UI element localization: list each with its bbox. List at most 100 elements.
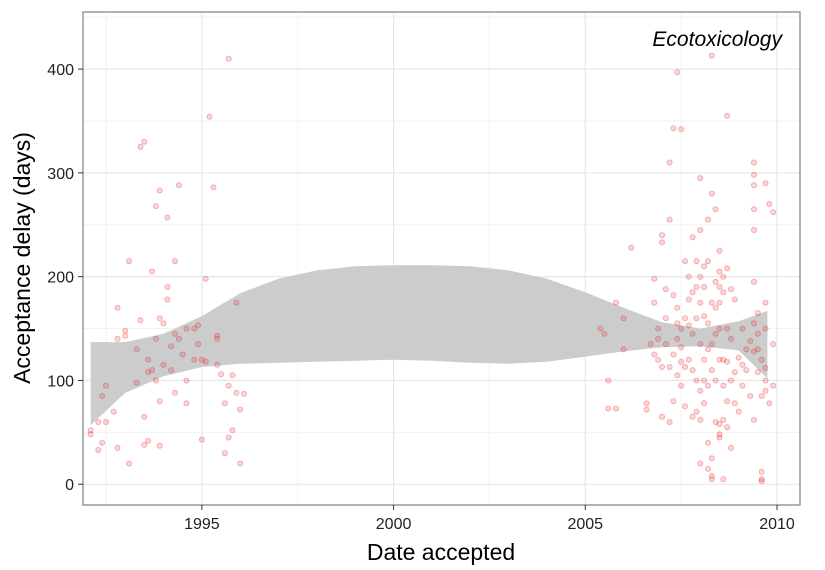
data-point <box>651 299 658 306</box>
data-point <box>762 325 769 332</box>
y-tick-label: 300 <box>47 166 74 183</box>
data-point <box>693 315 700 322</box>
data-point <box>751 226 758 233</box>
data-point <box>137 143 144 150</box>
data-point <box>229 427 236 434</box>
data-point <box>728 335 735 342</box>
data-point <box>678 344 685 351</box>
data-point <box>697 273 704 280</box>
data-point <box>751 206 758 213</box>
data-point <box>160 320 167 327</box>
data-point <box>716 283 723 290</box>
data-point <box>666 363 673 370</box>
data-point <box>171 258 178 265</box>
data-point <box>666 216 673 223</box>
data-point <box>141 413 148 420</box>
data-point <box>202 275 209 282</box>
data-point <box>716 325 723 332</box>
data-point <box>693 283 700 290</box>
data-point <box>712 278 719 285</box>
data-point <box>762 299 769 306</box>
data-point <box>597 325 604 332</box>
y-tick-label: 0 <box>65 477 74 494</box>
data-point <box>194 322 201 329</box>
data-point <box>164 214 171 221</box>
data-point <box>716 434 723 441</box>
data-point <box>674 304 681 311</box>
data-point <box>210 184 217 191</box>
data-point <box>233 299 240 306</box>
data-point <box>628 244 635 251</box>
data-point <box>735 408 742 415</box>
y-axis-ticks: 0 100 200 300 400 <box>47 62 83 494</box>
data-point <box>99 439 106 446</box>
data-point <box>217 371 224 378</box>
data-point <box>605 405 612 412</box>
data-point <box>720 476 727 483</box>
data-point <box>682 315 689 322</box>
data-point <box>762 364 769 371</box>
data-point <box>670 125 677 132</box>
data-point <box>705 439 712 446</box>
data-point <box>708 52 715 59</box>
chart-annotation: Ecotoxicology <box>652 28 783 51</box>
data-point <box>766 200 773 207</box>
data-point <box>206 113 213 120</box>
data-point <box>237 406 244 413</box>
data-point <box>168 343 175 350</box>
data-point <box>762 387 769 394</box>
data-point <box>685 356 692 363</box>
data-point <box>708 299 715 306</box>
data-point <box>693 377 700 384</box>
data-point <box>655 325 662 332</box>
data-point <box>720 382 727 389</box>
data-point <box>620 346 627 353</box>
data-point <box>697 416 704 423</box>
data-point <box>720 289 727 296</box>
data-point <box>141 441 148 448</box>
data-point <box>137 317 144 324</box>
y-tick-label: 100 <box>47 373 74 390</box>
data-point <box>724 398 731 405</box>
data-point <box>712 418 719 425</box>
data-point <box>221 400 228 407</box>
data-point <box>164 283 171 290</box>
data-point <box>720 356 727 363</box>
data-point <box>705 216 712 223</box>
data-point <box>712 377 719 384</box>
data-point <box>693 408 700 415</box>
data-point <box>770 382 777 389</box>
data-point <box>747 337 754 344</box>
data-point <box>191 325 198 332</box>
data-point <box>643 400 650 407</box>
data-point <box>601 330 608 337</box>
data-point <box>171 389 178 396</box>
data-point <box>731 369 738 376</box>
data-point <box>716 420 723 427</box>
data-point <box>103 418 110 425</box>
y-tick-label: 400 <box>47 62 74 79</box>
data-point <box>754 309 761 316</box>
data-point <box>697 387 704 394</box>
data-point <box>697 460 704 467</box>
data-point <box>148 367 155 374</box>
data-point <box>751 278 758 285</box>
data-point <box>95 446 102 453</box>
data-point <box>705 382 712 389</box>
data-point <box>659 239 666 246</box>
data-point <box>724 325 731 332</box>
data-point <box>198 436 205 443</box>
data-point <box>674 320 681 327</box>
data-point <box>697 226 704 233</box>
data-point <box>99 392 106 399</box>
data-point <box>724 112 731 119</box>
data-point <box>662 286 669 293</box>
data-point <box>662 315 669 322</box>
data-point <box>751 159 758 166</box>
data-point <box>198 356 205 363</box>
data-point <box>708 455 715 462</box>
data-point <box>659 363 666 370</box>
data-point <box>613 299 620 306</box>
data-point <box>666 418 673 425</box>
